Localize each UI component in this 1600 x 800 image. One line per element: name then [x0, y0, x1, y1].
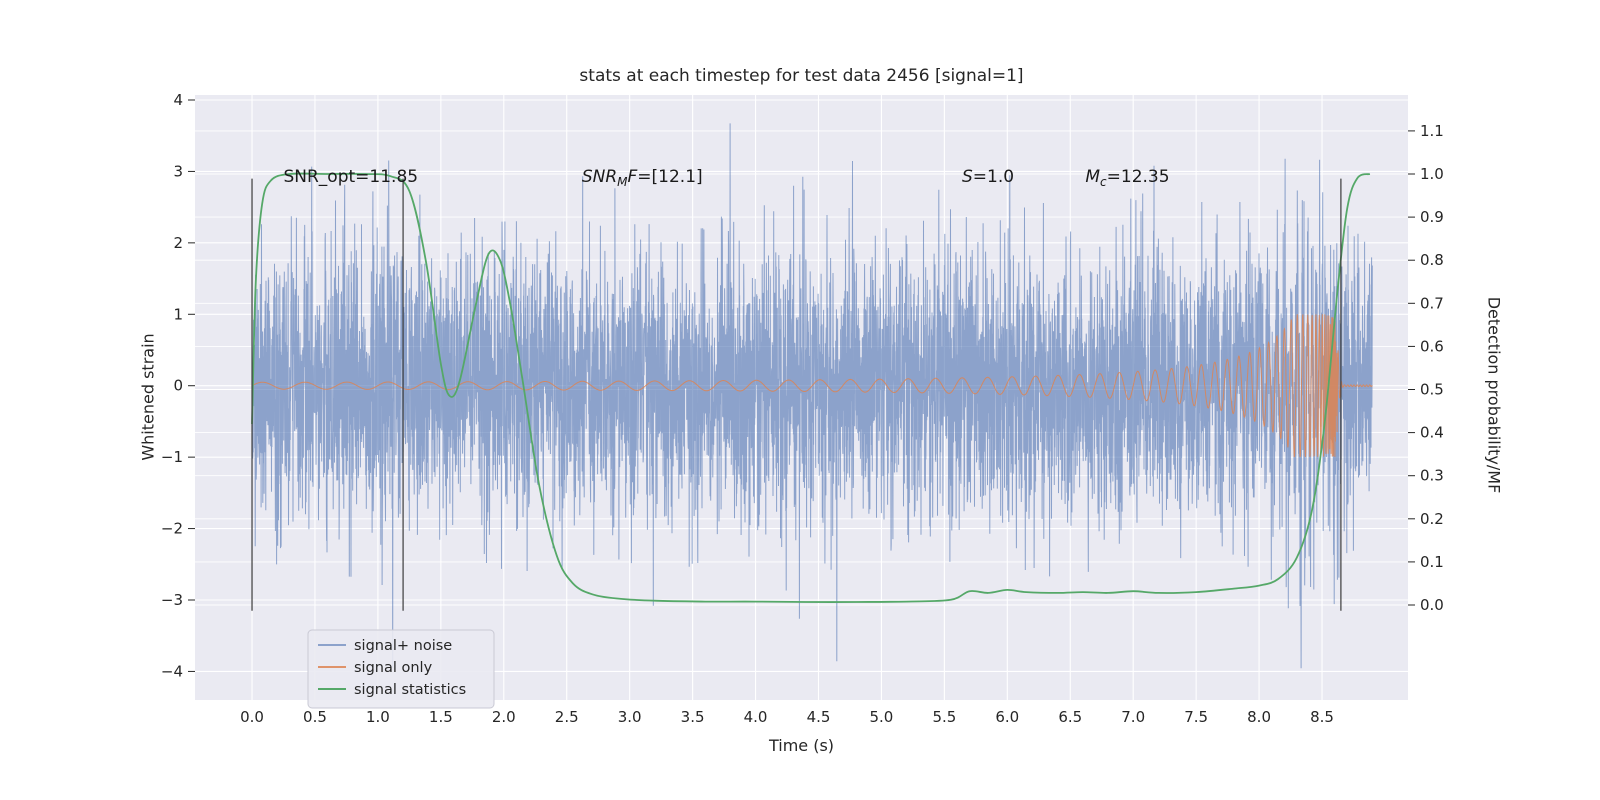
legend: signal+ noise signal only signal statistic…	[307, 629, 495, 709]
x-tick-label: 1.0	[366, 708, 390, 726]
y-right-tick-label: 0.2	[1420, 510, 1444, 528]
legend-item-label: signal+ noise	[354, 638, 452, 654]
x-tick-label: 4.0	[744, 708, 768, 726]
y-right-axis-label: Detection probability/MF	[1484, 296, 1504, 494]
y-right-tick-label: 0.3	[1420, 467, 1444, 485]
annotation-text-segment: S	[962, 167, 973, 187]
x-tick-label: 3.0	[618, 708, 642, 726]
x-tick-label: 2.5	[555, 708, 579, 726]
annotation-text-segment: F	[628, 167, 638, 187]
x-tick-label: 0.5	[303, 708, 327, 726]
y-right-tick-label: 0.6	[1420, 337, 1444, 355]
x-tick-label: 3.5	[681, 708, 705, 726]
x-tick-label: 4.5	[807, 708, 831, 726]
y-left-tick-label: −1	[161, 448, 183, 466]
x-tick-label: 7.0	[1121, 708, 1145, 726]
x-axis-label: Time (s)	[768, 736, 835, 755]
x-tick-label: 2.0	[492, 708, 516, 726]
y-left-tick-label: 0	[173, 377, 183, 395]
annotation-text-segment: =12.35	[1107, 167, 1170, 187]
x-tick-label: 1.5	[429, 708, 453, 726]
legend-box	[307, 629, 495, 709]
y-left-axis-label: Whitened strain	[138, 333, 158, 461]
y-left-tick-label: 2	[173, 234, 183, 252]
series-signal-plus-noise	[251, 123, 1373, 669]
x-tick-label: 6.5	[1058, 708, 1082, 726]
annotation-text-segment: SNR_opt=11.85	[283, 167, 418, 187]
series-signal-only	[251, 314, 1373, 458]
y-right-tick-label: 0.4	[1420, 424, 1444, 442]
annotation-text-segment: c	[1100, 175, 1107, 189]
y-left-tick-label: 4	[173, 91, 183, 109]
chart-title: stats at each timestep for test data 245…	[579, 66, 1024, 86]
s-annotation: S=1.0	[962, 167, 1014, 187]
legend-item-label: signal only	[354, 660, 433, 676]
x-tick-label: 0.0	[240, 708, 264, 726]
y-left-tick-label: −3	[161, 591, 183, 609]
annotation-text-segment: M	[1085, 167, 1100, 187]
y-right-tick-label: 0.5	[1420, 381, 1444, 399]
y-right-tick-label: 0.1	[1420, 553, 1444, 571]
y-right-tick-label: 1.1	[1420, 122, 1444, 140]
y-right-tick-label: 1.0	[1420, 165, 1444, 183]
tick-labels: 0.0 0.5 1.0 1.5 2.0 2.5 3.0 3.5 4.0 4.5 5.0 5.5 6.0 6…	[161, 91, 1444, 726]
x-tick-label: 5.0	[870, 708, 894, 726]
series-signal-statistics	[251, 172, 1371, 603]
x-tick-label: 8.5	[1310, 708, 1334, 726]
y-left-tick-label: −2	[161, 520, 183, 538]
y-right-tick-label: 0.7	[1420, 294, 1444, 312]
annotation-text-segment: =1.0	[973, 167, 1014, 187]
x-tick-label: 5.5	[932, 708, 956, 726]
annotation-text-segment: M	[617, 175, 628, 189]
x-tick-label: 6.0	[995, 708, 1019, 726]
y-left-tick-label: 1	[173, 305, 183, 323]
annotation-text-segment: SNR	[582, 167, 617, 187]
snr-opt-annotation: SNR_opt=11.85	[283, 167, 418, 187]
y-right-tick-label: 0.9	[1420, 208, 1444, 226]
y-left-tick-label: −4	[161, 662, 183, 680]
annotation-text-segment: =[12.1]	[637, 167, 702, 187]
x-tick-label: 7.5	[1184, 708, 1208, 726]
y-right-tick-label: 0.8	[1420, 251, 1444, 269]
x-tick-label: 8.0	[1247, 708, 1271, 726]
legend-item-label: signal statistics	[354, 682, 466, 698]
snr-mf-annotation: SNRMF=[12.1]	[582, 167, 703, 189]
mc-annotation: Mc=12.35	[1085, 167, 1169, 189]
y-left-tick-label: 3	[173, 162, 183, 180]
y-right-tick-label: 0.0	[1420, 596, 1444, 614]
